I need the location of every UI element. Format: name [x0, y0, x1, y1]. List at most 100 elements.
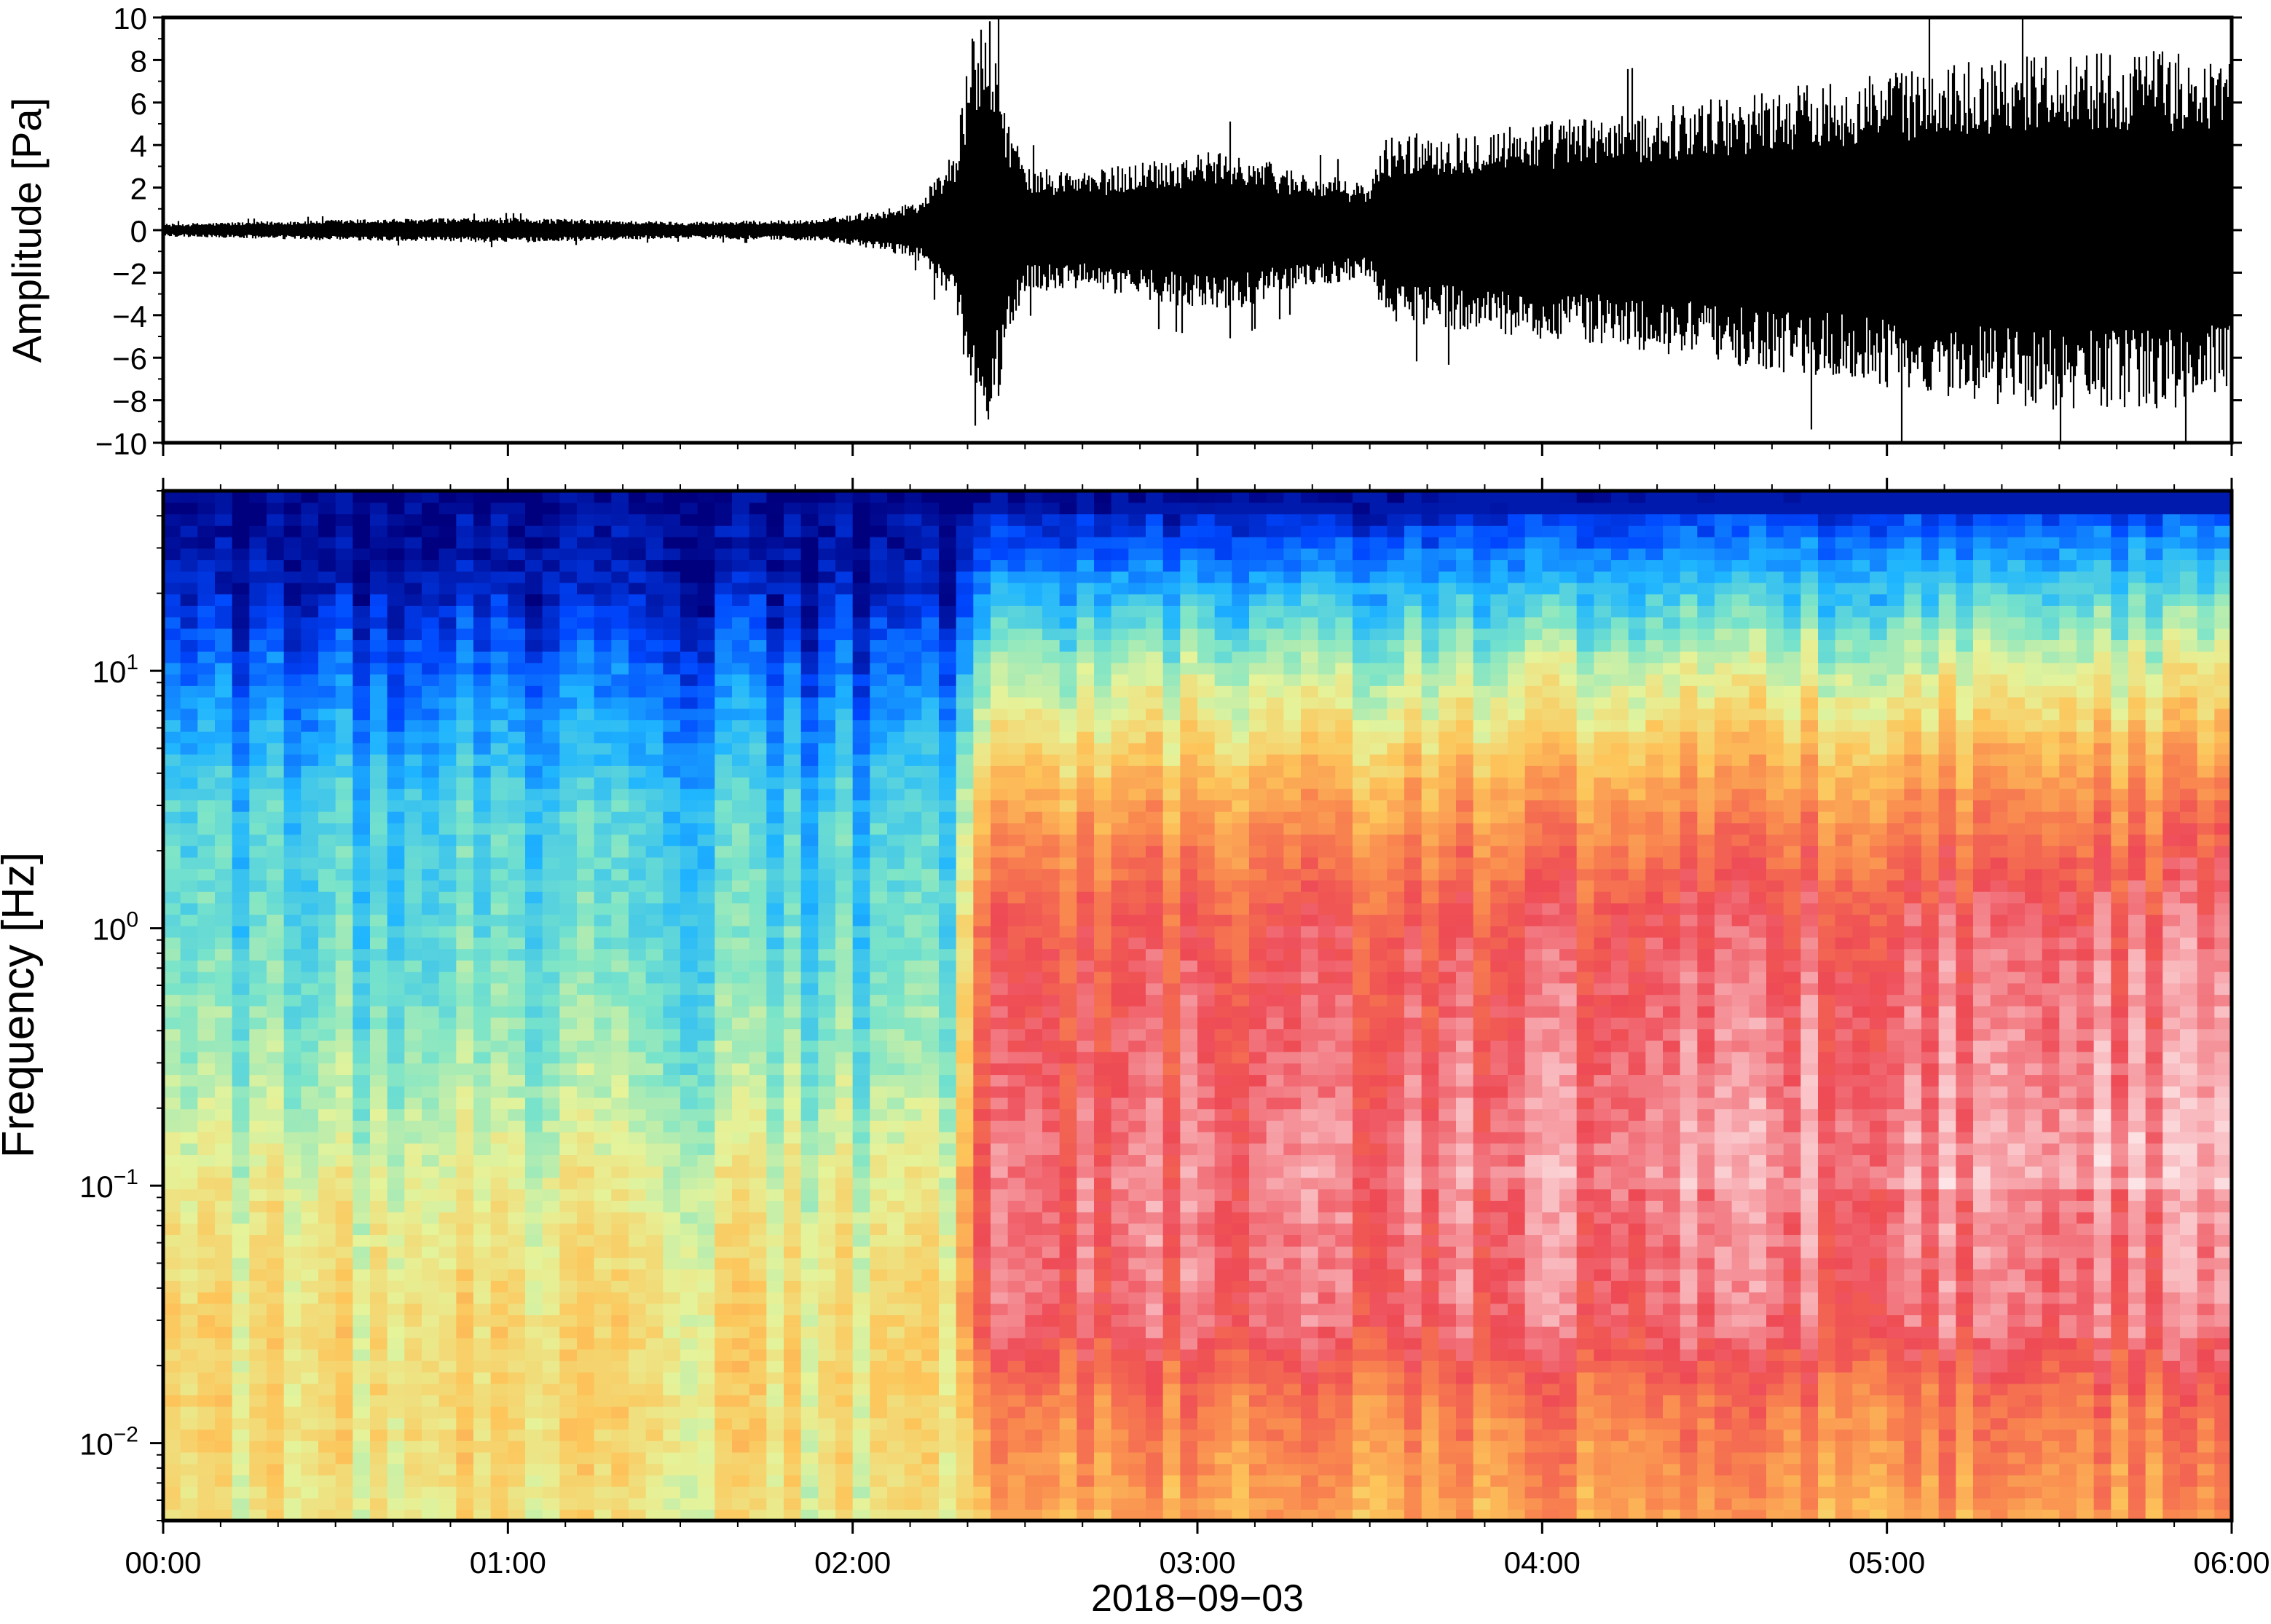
spectrogram-cell — [1059, 926, 1078, 938]
spectrogram-cell — [456, 948, 474, 961]
spectrogram-cell — [921, 1349, 940, 1361]
spectrogram-cell — [973, 902, 991, 915]
spectrogram-cell — [335, 1463, 354, 1475]
spectrogram-cell — [542, 1223, 561, 1236]
spectrogram-cell — [663, 1337, 681, 1350]
spectrogram-cell — [766, 1349, 784, 1361]
spectrogram-cell — [629, 708, 647, 721]
spectrogram-cell — [232, 868, 251, 880]
spectrogram-cell — [904, 650, 923, 663]
spectrogram-cell — [921, 1200, 940, 1213]
spectrogram-cell — [559, 674, 578, 686]
spectrogram-cell — [1077, 685, 1095, 698]
spectrogram-cell — [508, 1463, 526, 1475]
spectrogram-cell — [1059, 1497, 1078, 1510]
spectrogram-cell — [852, 800, 871, 812]
spectrogram-cell — [456, 754, 474, 766]
spectrogram-cell — [267, 502, 285, 515]
spectrogram-cell — [818, 1200, 836, 1213]
spectrogram-cell — [267, 1108, 285, 1121]
spectrogram-cell — [163, 1131, 181, 1144]
spectrogram-cell — [870, 811, 888, 824]
spectrogram-cell — [387, 674, 406, 686]
spectrogram-cell — [404, 1406, 422, 1419]
spectrogram-cell — [715, 1200, 733, 1213]
spectrogram-cell — [1042, 559, 1060, 572]
spectrogram-cell — [267, 616, 285, 629]
spectrogram-cell — [870, 685, 888, 698]
spectrogram-cell — [1077, 616, 1095, 629]
spectrogram-cell — [921, 1211, 940, 1224]
spectrogram-cell — [800, 754, 819, 766]
spectrogram-cell — [559, 1475, 578, 1487]
spectrogram-cell — [387, 1509, 406, 1521]
spectrogram-cell — [335, 1097, 354, 1110]
spectrogram-cell — [715, 754, 733, 766]
waveform-trace — [163, 17, 2232, 443]
spectrogram-cell — [697, 525, 716, 537]
spectrogram-cell — [232, 1451, 251, 1465]
spectrogram-cell — [215, 491, 233, 503]
spectrogram-cell — [818, 1028, 836, 1041]
spectrogram-cell — [215, 650, 233, 663]
spectrogram-cell — [1077, 1395, 1095, 1407]
spectrogram-cell — [697, 845, 716, 858]
spectrogram-cell — [180, 1154, 199, 1167]
spectrogram-cell — [800, 730, 819, 744]
spectrogram-cell — [766, 1143, 784, 1156]
spectrogram-cell — [766, 616, 784, 629]
spectrogram-cell — [852, 1223, 871, 1236]
spectrogram-cell — [887, 662, 905, 675]
spectrogram-cell — [542, 845, 561, 858]
spectrogram-cell — [283, 742, 302, 755]
spectrogram-cell — [267, 1120, 285, 1132]
spectrogram-cell — [456, 742, 474, 755]
spectrogram-cell — [784, 788, 802, 800]
spectrogram-cell — [542, 1280, 561, 1293]
spectrogram-cell — [663, 788, 681, 800]
spectrogram-cell — [1077, 1383, 1095, 1395]
spectrogram-cell — [490, 1131, 509, 1144]
spectrogram-cell — [956, 1017, 975, 1030]
spectrogram-cell — [1077, 628, 1095, 641]
spectrogram-cell — [611, 1211, 629, 1224]
spectrogram-cell — [301, 1497, 319, 1510]
spectrogram-cell — [784, 1440, 802, 1453]
spectrogram-cell — [956, 1475, 975, 1487]
spectrogram-cell — [525, 502, 543, 515]
spectrogram-cell — [939, 1189, 957, 1201]
spectrogram-cell — [456, 696, 474, 709]
spectrogram-cell — [1094, 1383, 1112, 1395]
spectrogram-cell — [818, 1406, 836, 1419]
spectrogram-cell — [1077, 1143, 1095, 1156]
spectrogram-cell — [335, 1017, 354, 1030]
spectrogram-cell — [1007, 868, 1026, 880]
spectrogram-cell — [1042, 1303, 1060, 1315]
spectrogram-cell — [559, 525, 578, 537]
spectrogram-cell — [784, 891, 802, 904]
spectrogram-cell — [490, 628, 509, 641]
spectrogram-cell — [629, 605, 647, 618]
spectrogram-cell — [835, 1269, 854, 1281]
spectrogram-cell — [629, 1303, 647, 1315]
spectrogram-cell — [973, 605, 991, 618]
spectrogram-cell — [215, 1154, 233, 1167]
spectrogram-cell — [525, 1280, 543, 1293]
spectrogram-cell — [215, 616, 233, 629]
spectrogram-cell — [404, 628, 422, 641]
spectrogram-cell — [784, 948, 802, 961]
spectrogram-cell — [370, 1097, 388, 1110]
spectrogram-cell — [559, 1349, 578, 1361]
spectrogram-cell — [422, 1360, 440, 1373]
spectrogram-cell — [697, 1280, 716, 1293]
spectrogram-cell — [404, 1475, 422, 1487]
spectrogram-cell — [335, 1257, 354, 1270]
spectrogram-cell — [594, 685, 613, 698]
spectrogram-cell — [456, 708, 474, 721]
spectrogram-cell — [991, 1383, 1009, 1395]
spectrogram-cell — [645, 1211, 664, 1224]
spectrogram-cell — [1077, 1165, 1095, 1178]
spectrogram-cell — [1094, 982, 1112, 996]
spectrogram-cell — [1007, 1040, 1026, 1052]
spectrogram-cell — [438, 1245, 457, 1258]
